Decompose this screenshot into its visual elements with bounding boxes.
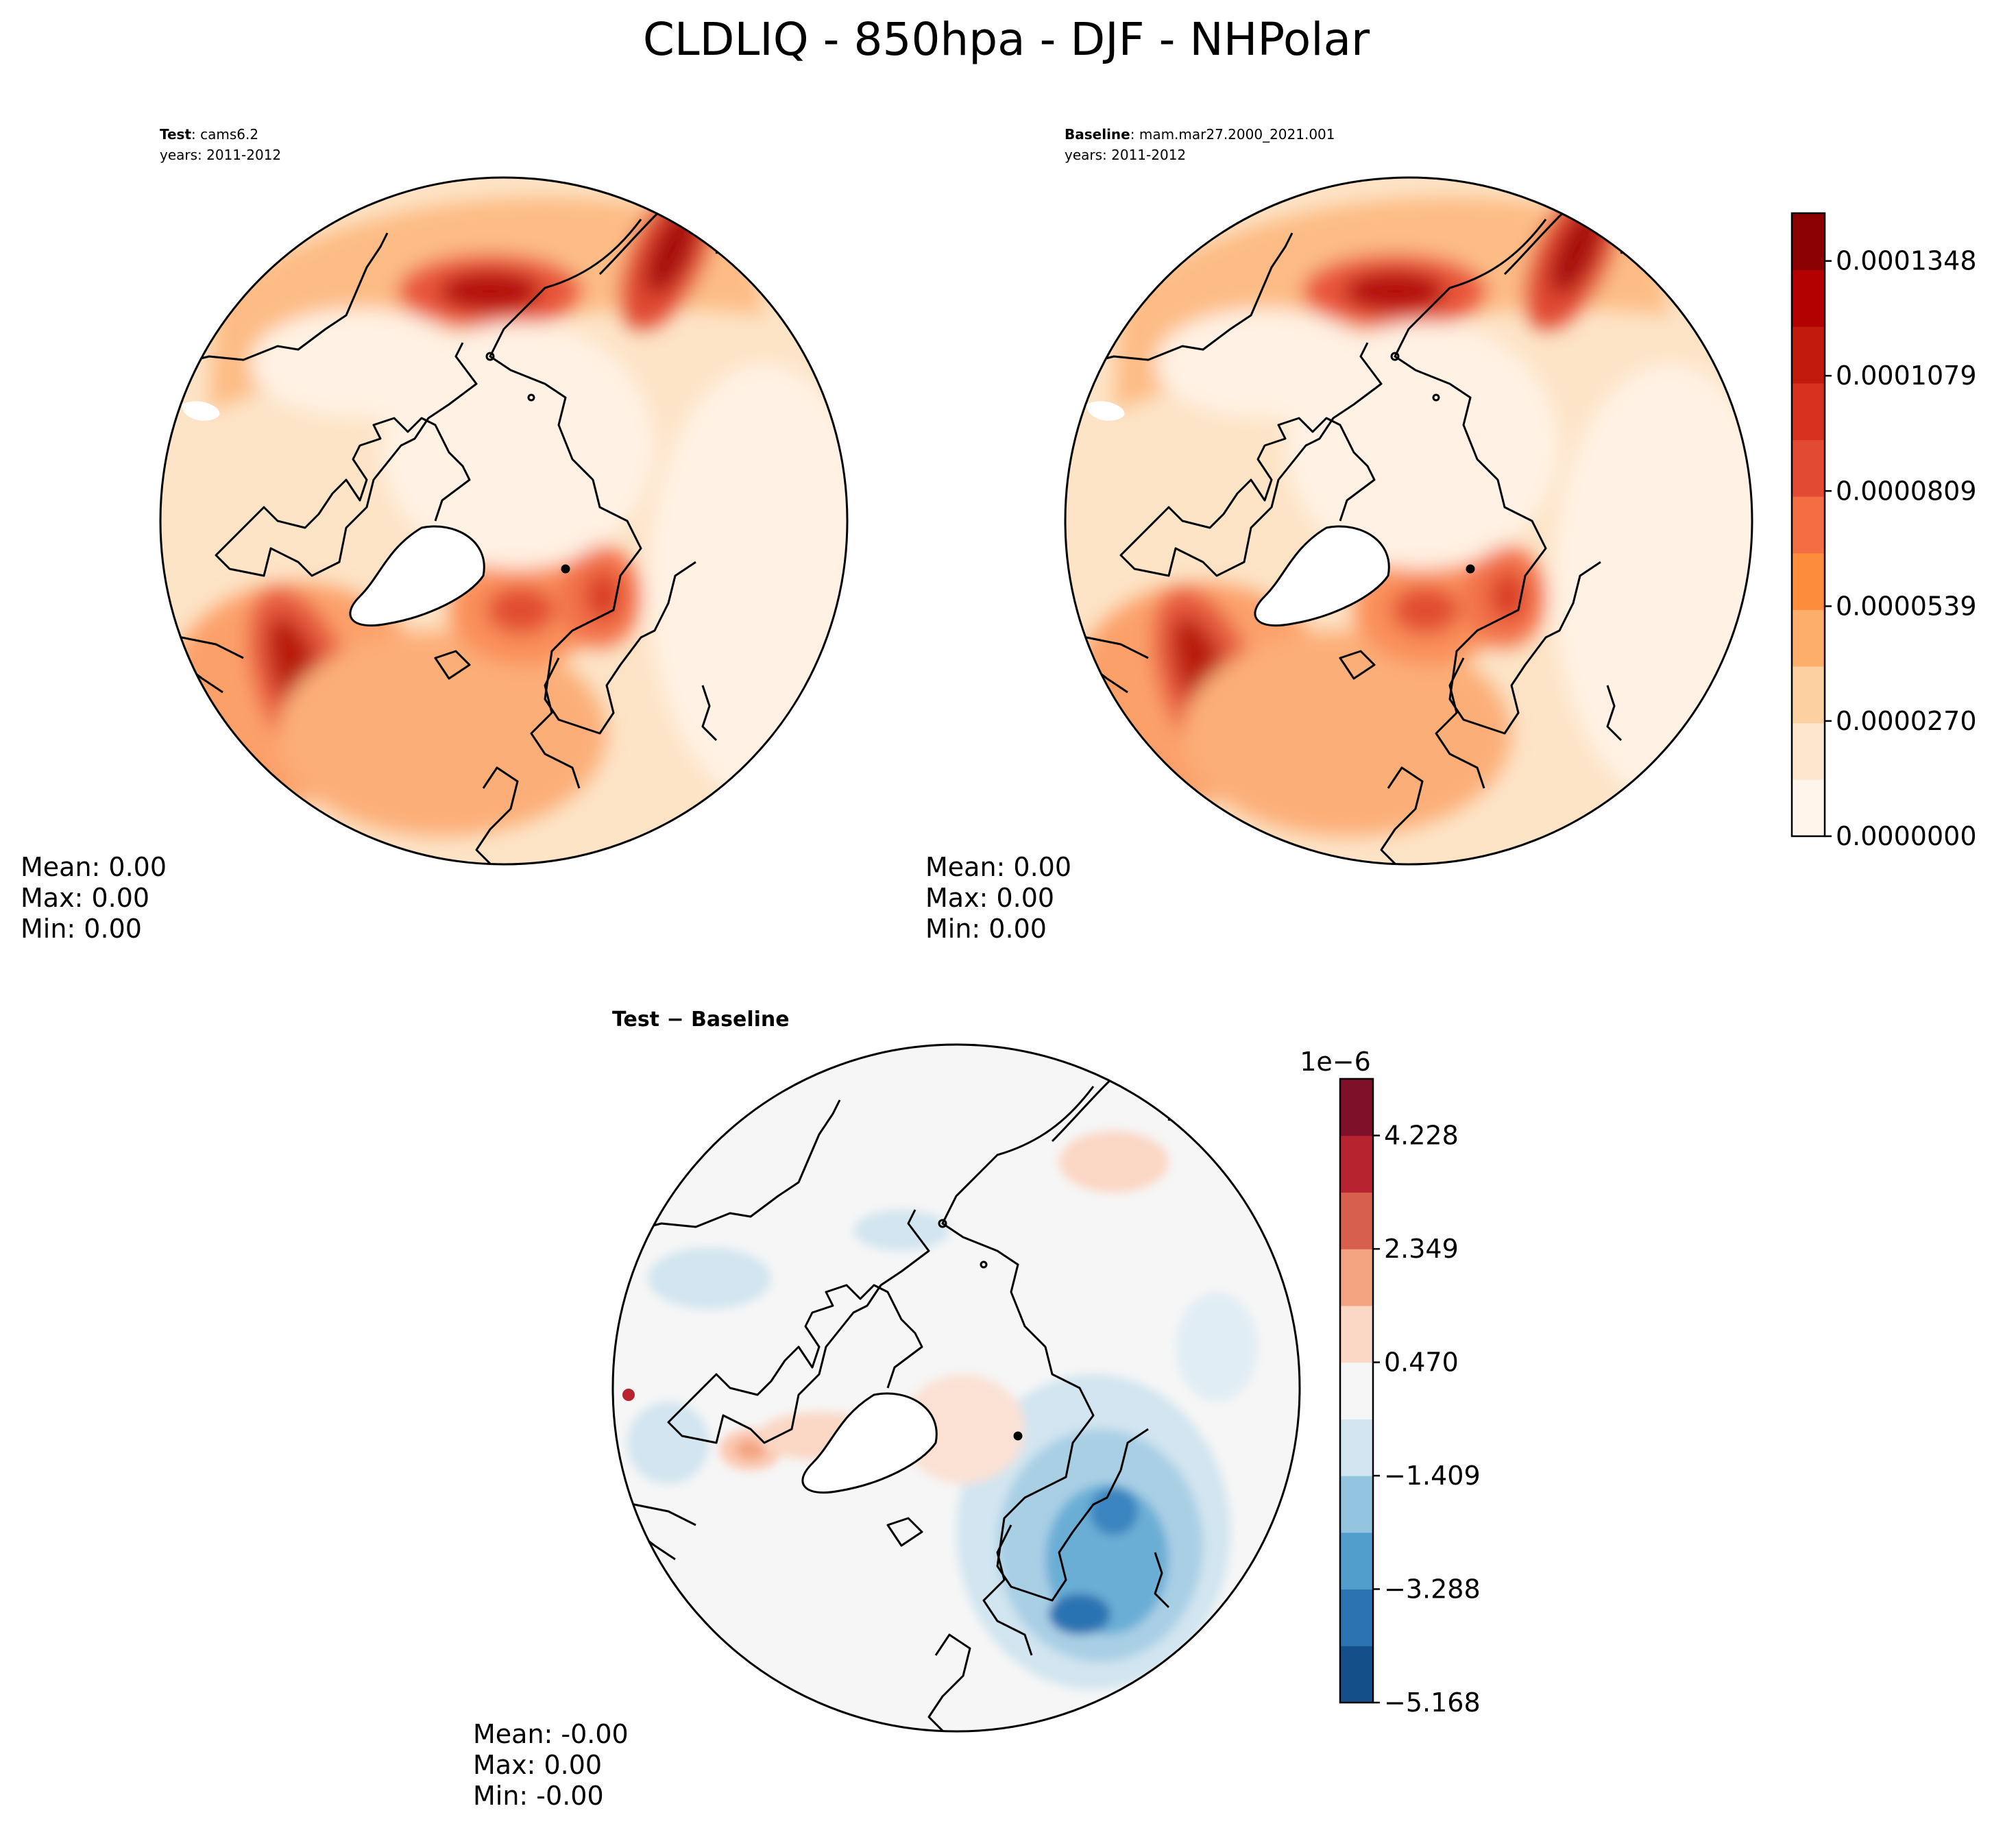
panel-test: Test: cams6.2 years: 2011-2012 Mean: 0.0… <box>21 126 881 944</box>
colorbar-diff-segment <box>1340 1305 1373 1363</box>
baseline-map <box>1065 163 1786 864</box>
colorbar-main-frame <box>1790 212 1826 838</box>
diff-map-boundary <box>611 1043 1301 1733</box>
baseline-map-boundary <box>1064 176 1753 866</box>
colorbar-diff-segment <box>1340 1192 1373 1250</box>
colorbar-diff-frame <box>1339 1077 1374 1704</box>
colorbar-diff-tick-label: −5.168 <box>1384 1687 1481 1718</box>
colorbar-main-tick-label: 0.0000000 <box>1836 821 1977 851</box>
colorbar-main-segment <box>1792 496 1825 554</box>
colorbar-diff-segment <box>1340 1532 1373 1590</box>
test-map <box>160 163 881 864</box>
baseline-min: Min: 0.00 <box>925 914 1047 944</box>
colorbar-main-tick-label: 0.0000809 <box>1836 476 1977 506</box>
baseline-max: Max: 0.00 <box>925 883 1054 913</box>
colorbar-main-segment <box>1792 609 1825 667</box>
colorbar-main-segment <box>1792 382 1825 441</box>
colorbar-diff-tick-label: −1.409 <box>1384 1461 1481 1491</box>
panel-test-label: Test: cams6.2 <box>160 126 258 143</box>
colorbar-main-segment <box>1792 779 1825 837</box>
colorbar-diff: −5.168 −3.288 −1.409 0.470 2.349 4.228 <box>1339 1077 1481 1718</box>
panel-baseline-years: years: 2011-2012 <box>1065 147 1186 163</box>
colorbar-diff-tick-label: 0.470 <box>1384 1348 1459 1378</box>
colorbar-main-segment <box>1792 439 1825 497</box>
colorbar-main-segment <box>1792 552 1825 610</box>
figure-title: CLDLIQ - 850hpa - DJF - NHPolar <box>643 13 1370 66</box>
test-mean: Mean: 0.00 <box>21 852 167 882</box>
colorbar-diff-segment <box>1340 1589 1373 1646</box>
colorbar-diff-tick-label: −3.288 <box>1384 1574 1481 1604</box>
panel-test-years: years: 2011-2012 <box>160 147 281 163</box>
colorbar-main-tick-label: 0.0001348 <box>1836 246 1977 276</box>
panel-diff-label: Test − Baseline <box>612 1008 790 1032</box>
diff-min: Min: -0.00 <box>473 1781 604 1811</box>
colorbar-diff-tick-label: 2.349 <box>1384 1234 1459 1264</box>
panel-baseline: Baseline: mam.mar27.2000_2021.001 years:… <box>925 126 1786 944</box>
colorbar-diff-segment <box>1340 1476 1373 1533</box>
colorbar-main: 0.0000000 0.0000270 0.0000539 0.0000809 0.00… <box>1790 212 1977 851</box>
diff-mean: Mean: -0.00 <box>473 1719 629 1749</box>
diff-map <box>613 1045 1300 1731</box>
colorbar-main-tick-label: 0.0001079 <box>1836 361 1977 391</box>
panel-diff: Test − Baseline Mean: -0.00 Max: 0.00 Mi… <box>473 1008 1301 1811</box>
colorbar-diff-segment <box>1340 1362 1373 1419</box>
colorbar-main-segment <box>1792 213 1825 271</box>
colorbar-diff-tick-label: 4.228 <box>1384 1121 1459 1151</box>
colorbar-main-segment <box>1792 666 1825 724</box>
diff-max: Max: 0.00 <box>473 1750 602 1780</box>
colorbar-diff-segment <box>1340 1419 1373 1476</box>
colorbar-main-tick-label: 0.0000539 <box>1836 591 1977 621</box>
colorbar-main-segment <box>1792 722 1825 780</box>
test-max: Max: 0.00 <box>21 883 149 913</box>
colorbar-diff-segment <box>1340 1249 1373 1306</box>
test-min: Min: 0.00 <box>21 914 142 944</box>
baseline-mean: Mean: 0.00 <box>925 852 1071 882</box>
colorbar-diff-segment <box>1340 1646 1373 1703</box>
colorbar-diff-offset: 1e−6 <box>1300 1047 1371 1077</box>
colorbar-diff-segment <box>1340 1079 1373 1136</box>
colorbar-main-segment <box>1792 269 1825 327</box>
colorbar-main-tick-label: 0.0000270 <box>1836 706 1977 736</box>
test-map-boundary <box>159 176 849 866</box>
colorbar-main-segment <box>1792 326 1825 384</box>
panel-baseline-label: Baseline: mam.mar27.2000_2021.001 <box>1065 126 1335 143</box>
colorbar-diff-segment <box>1340 1135 1373 1193</box>
